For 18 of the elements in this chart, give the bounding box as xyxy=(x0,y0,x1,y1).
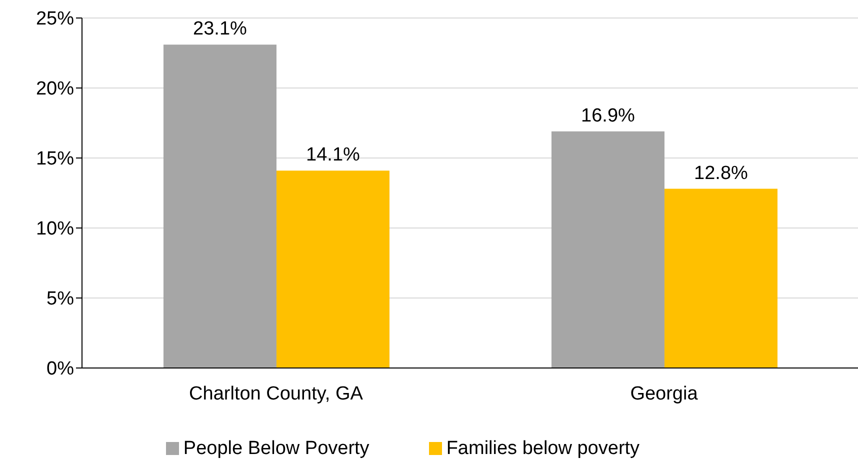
bar xyxy=(276,170,390,368)
x-tick-label: Georgia xyxy=(630,383,698,404)
data-label: 12.8% xyxy=(694,162,748,184)
bar xyxy=(664,188,778,368)
legend-label: Families below poverty xyxy=(446,438,640,459)
legend-label: People Below Poverty xyxy=(183,438,370,459)
y-tick-label: 15% xyxy=(36,148,74,170)
bar xyxy=(551,131,664,368)
data-label: 16.9% xyxy=(581,105,636,126)
y-tick-label: 20% xyxy=(36,78,74,100)
data-label: 23.1% xyxy=(193,18,248,40)
bar xyxy=(163,44,276,368)
y-tick-label: 0% xyxy=(46,358,74,380)
x-tick-label: Charlton County, GA xyxy=(189,383,364,404)
y-tick-label: 5% xyxy=(46,288,74,310)
data-label: 14.1% xyxy=(306,144,360,166)
y-tick-label: 10% xyxy=(36,218,74,240)
y-tick-label: 25% xyxy=(36,8,74,30)
